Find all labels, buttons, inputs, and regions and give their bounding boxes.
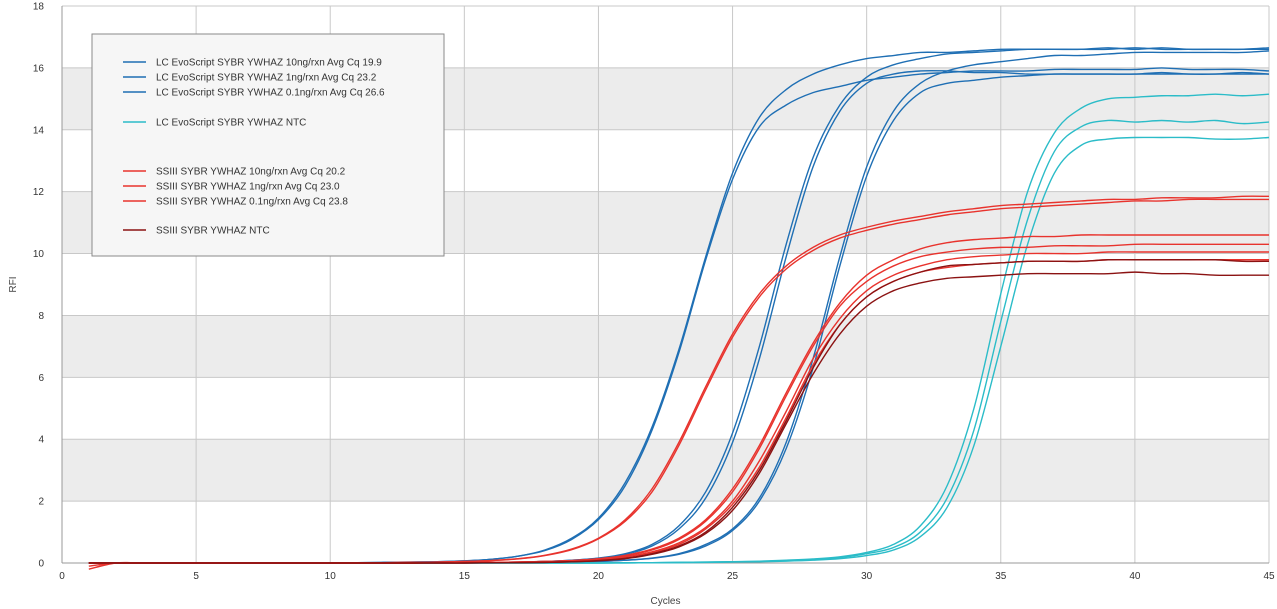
x-tick-label: 20	[593, 571, 605, 582]
legend-entry-label: LC EvoScript SYBR YWHAZ 10ng/rxn Avg Cq …	[156, 58, 382, 69]
y-tick-label: 8	[38, 311, 44, 322]
x-tick-label: 30	[861, 571, 873, 582]
legend-box	[91, 33, 445, 257]
y-tick-label: 12	[33, 187, 45, 198]
legend-entry-label: LC EvoScript SYBR YWHAZ 0.1ng/rxn Avg Cq…	[156, 88, 385, 99]
x-tick-label: 40	[1129, 571, 1141, 582]
x-tick-label: 5	[193, 571, 199, 582]
x-tick-label: 45	[1263, 571, 1275, 582]
legend-entry-label: SSIII SYBR YWHAZ 1ng/rxn Avg Cq 23.0	[156, 182, 340, 193]
legend-entry-label: LC EvoScript SYBR YWHAZ NTC	[156, 118, 306, 129]
x-axis-title: Cycles	[650, 596, 680, 607]
x-tick-label: 0	[59, 571, 65, 582]
y-tick-label: 16	[33, 63, 45, 74]
y-tick-label: 18	[33, 2, 45, 13]
x-tick-label: 25	[727, 571, 739, 582]
legend-entry-label: SSIII SYBR YWHAZ 0.1ng/rxn Avg Cq 23.8	[156, 197, 348, 208]
series-line-17	[88, 271, 1269, 564]
y-tick-label: 14	[33, 125, 45, 136]
y-tick-label: 6	[38, 373, 44, 384]
y-tick-label: 10	[33, 249, 45, 260]
legend-entry-label: SSIII SYBR YWHAZ NTC	[156, 226, 270, 237]
x-tick-label: 10	[325, 571, 337, 582]
x-tick-label: 15	[459, 571, 471, 582]
gridlines	[61, 5, 1270, 564]
y-tick-label: 2	[38, 497, 44, 508]
legend: LC EvoScript SYBR YWHAZ 10ng/rxn Avg Cq …	[91, 33, 445, 257]
series-group	[88, 47, 1270, 570]
legend-entry-label: SSIII SYBR YWHAZ 10ng/rxn Avg Cq 20.2	[156, 167, 346, 178]
y-tick-label: 4	[38, 435, 44, 446]
y-axis-title: RFI	[8, 276, 19, 292]
y-tick-label: 0	[38, 559, 44, 570]
background-band	[62, 315, 1269, 378]
legend-entry-label: LC EvoScript SYBR YWHAZ 1ng/rxn Avg Cq 2…	[156, 73, 377, 84]
x-tick-label: 35	[995, 571, 1007, 582]
